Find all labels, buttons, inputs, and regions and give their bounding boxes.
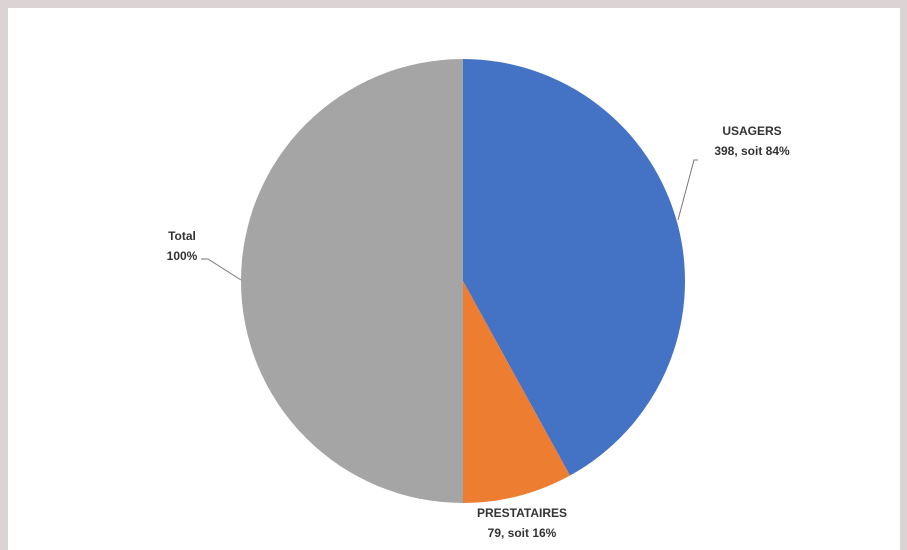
value-label: 398, soit 84% bbox=[714, 144, 790, 158]
pie-slice bbox=[463, 59, 685, 476]
pie-slice bbox=[463, 281, 570, 503]
value-label: 79, soit 16% bbox=[488, 526, 557, 540]
leader-line bbox=[201, 258, 242, 281]
value-label: 100% bbox=[167, 249, 198, 263]
slice-label: USAGERS bbox=[722, 124, 781, 138]
pie-slice bbox=[241, 59, 463, 503]
slice-label: PRESTATAIRES bbox=[477, 506, 567, 520]
slice-label: Total bbox=[168, 229, 196, 243]
leader-line bbox=[677, 159, 698, 221]
